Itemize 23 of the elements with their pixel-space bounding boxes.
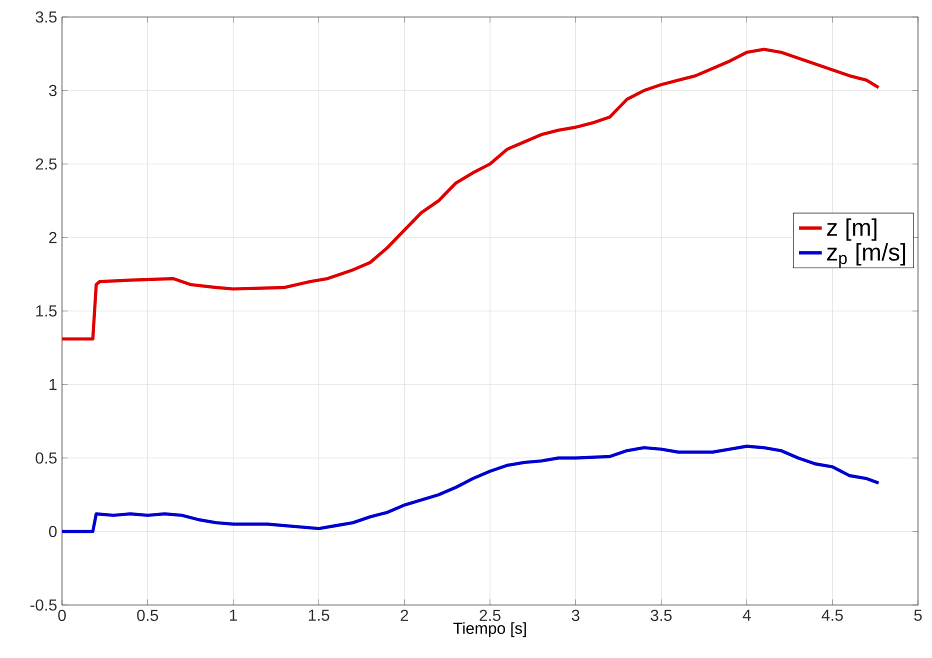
x-tick-label: 3.5 (650, 610, 672, 622)
x-tick-label: 4 (742, 610, 751, 621)
legend-label: z$_{p}$ [m/s] (827, 243, 906, 268)
x-tick-label: 1.5 (308, 610, 330, 621)
x-tick-label: 0.5 (137, 610, 158, 622)
y-tick-label: 0.5 (36, 452, 57, 464)
x-tick-label: 1 (230, 610, 237, 621)
y-tick-label: 3.5 (36, 11, 57, 23)
y-tick-label: 2.5 (36, 158, 57, 170)
x-tick-label: 3 (572, 610, 580, 622)
x-tick-label: 0 (58, 610, 66, 622)
x-tick-label: 4.5 (822, 610, 843, 621)
x-tick-label: 2.5 (480, 610, 500, 622)
y-tick-label: 2 (49, 232, 56, 244)
y-tick-label: 1 (50, 379, 57, 390)
x-tick-label: 2 (400, 610, 408, 621)
y-tick-label: 1.5 (36, 305, 57, 317)
y-tick-label: -0.5 (30, 599, 57, 611)
y-tick-label: 3 (49, 84, 57, 96)
x-axis-title: Tiempo [s] (453, 622, 526, 638)
y-tick-label: 0 (49, 526, 57, 538)
x-tick-label: 5 (914, 610, 922, 621)
legend-label: z [m] (827, 218, 876, 241)
